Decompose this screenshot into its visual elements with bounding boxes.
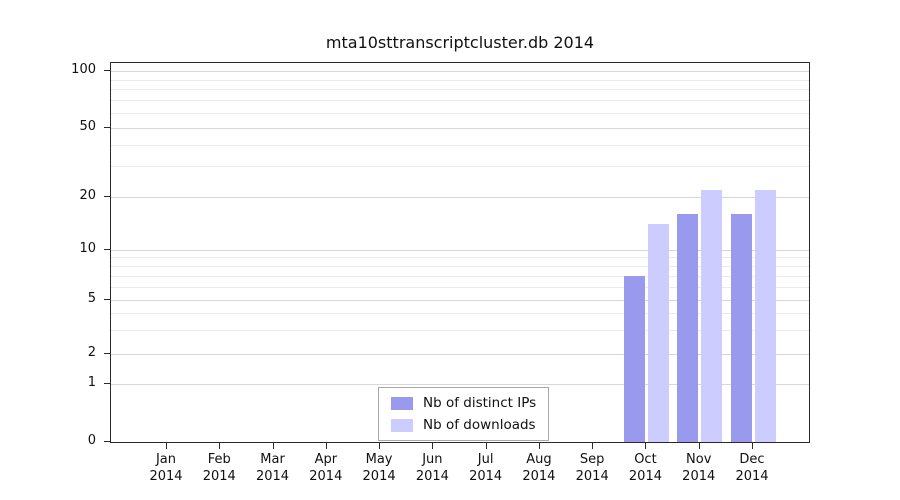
x-tick-mark xyxy=(592,443,594,449)
x-tick-label: Mar 2014 xyxy=(255,452,290,484)
legend-swatch-distinct-ips xyxy=(391,396,413,410)
bar-downloads xyxy=(701,189,723,442)
legend-item-distinct-ips: Nb of distinct IPs xyxy=(391,395,536,411)
bar-downloads xyxy=(647,224,669,442)
x-tick-label: Oct 2014 xyxy=(628,452,662,484)
minor-gridline xyxy=(111,257,809,259)
x-tick-mark xyxy=(752,443,753,449)
x-tick-label: Nov 2014 xyxy=(682,452,716,484)
y-tick-label: 10 xyxy=(79,240,96,256)
chart-title: mta10sttranscriptcluster.db 2014 xyxy=(325,33,595,52)
y-tick-mark xyxy=(104,441,110,442)
minor-gridline xyxy=(111,265,809,267)
x-tick-mark xyxy=(166,443,167,449)
x-tick-mark xyxy=(645,443,647,449)
y-tick-label: 5 xyxy=(87,290,96,306)
legend-swatch-downloads xyxy=(391,418,413,432)
major-gridline xyxy=(111,249,809,251)
x-tick-mark xyxy=(325,443,327,449)
x-tick-mark xyxy=(272,443,274,449)
bar-downloads xyxy=(754,189,776,442)
y-axis: 0 1 2 5 10 20 50 100 xyxy=(40,61,110,448)
x-tick-label: Feb 2014 xyxy=(202,452,236,484)
x-tick-mark xyxy=(538,443,540,449)
minor-gridline xyxy=(111,275,809,277)
minor-gridline xyxy=(111,330,809,332)
legend-label-distinct-ips: Nb of distinct IPs xyxy=(423,395,537,411)
y-tick-mark xyxy=(104,298,110,300)
y-tick-mark xyxy=(104,353,110,355)
minor-gridline xyxy=(111,89,809,91)
y-tick-mark xyxy=(104,69,110,71)
minor-gridline xyxy=(111,313,809,315)
y-tick-label: 50 xyxy=(79,118,96,134)
plot-area xyxy=(110,62,810,443)
y-tick-label: 100 xyxy=(71,61,96,77)
major-gridline xyxy=(111,299,809,301)
bar-distinct-ips xyxy=(730,214,752,442)
legend: Nb of distinct IPs Nb of downloads xyxy=(378,387,550,441)
major-gridline xyxy=(111,70,809,72)
x-axis: Jan 2014 Feb 2014 Mar 2014 Apr 2014 May 2014… xyxy=(110,443,810,499)
y-tick-mark xyxy=(104,248,110,250)
legend-item-downloads: Nb of downloads xyxy=(391,417,536,433)
y-tick-label: 2 xyxy=(87,345,96,361)
y-tick-mark xyxy=(104,196,110,198)
minor-gridline xyxy=(111,286,809,288)
x-tick-label: Jan 2014 xyxy=(149,452,183,484)
bar-distinct-ips xyxy=(677,214,699,442)
legend-label-downloads: Nb of downloads xyxy=(423,417,536,433)
major-gridline xyxy=(111,354,809,356)
x-tick-label: Dec 2014 xyxy=(735,452,769,484)
bar-distinct-ips xyxy=(623,275,645,442)
x-tick-mark xyxy=(432,443,434,449)
y-tick-label: 20 xyxy=(79,188,96,204)
x-tick-label: Jul 2014 xyxy=(469,452,503,484)
x-tick-mark xyxy=(219,443,221,449)
y-tick-mark xyxy=(104,126,110,128)
x-tick-mark xyxy=(698,443,700,449)
major-gridline xyxy=(111,197,809,199)
minor-gridline xyxy=(111,112,809,114)
y-tick-label: 0 xyxy=(87,433,96,448)
x-tick-mark xyxy=(485,443,487,449)
x-tick-label: Aug 2014 xyxy=(522,452,556,484)
minor-gridline xyxy=(111,144,809,146)
minor-gridline xyxy=(111,100,809,102)
x-tick-mark xyxy=(379,443,381,449)
major-gridline xyxy=(111,384,809,386)
minor-gridline xyxy=(111,166,809,168)
x-tick-label: Sep 2014 xyxy=(575,452,609,484)
x-tick-label: Apr 2014 xyxy=(309,452,343,484)
x-tick-label: Jun 2014 xyxy=(415,452,449,484)
x-tick-label: May 2014 xyxy=(362,452,396,484)
y-tick-label: 1 xyxy=(87,375,96,391)
y-tick-mark xyxy=(104,383,110,385)
minor-gridline xyxy=(111,79,809,81)
major-gridline xyxy=(111,127,809,129)
